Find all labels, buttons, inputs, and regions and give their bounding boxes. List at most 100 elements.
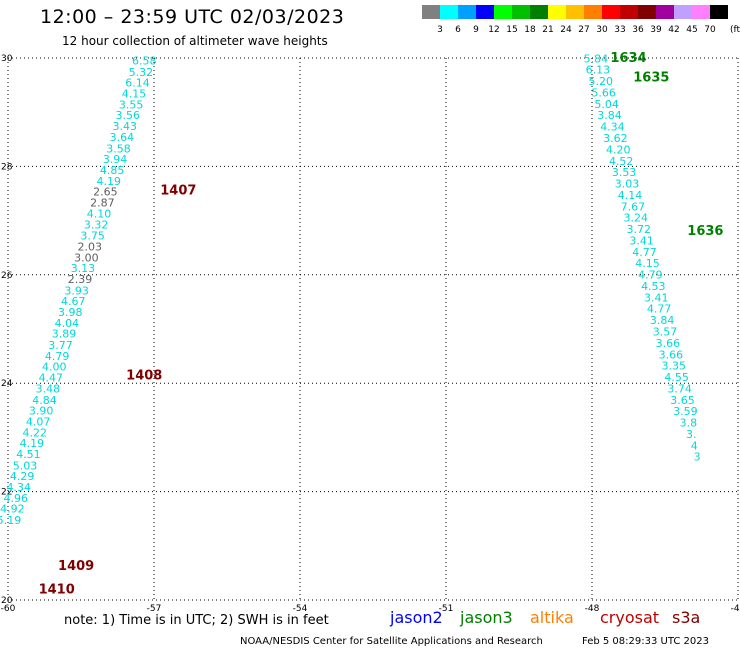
wave-height-value: 3.89 — [52, 328, 77, 341]
wave-height-value: 3.43 — [113, 120, 138, 133]
wave-height-value: 3.74 — [667, 382, 692, 395]
scale-label: 18 — [524, 25, 536, 35]
satellite-pass: 6.585.326.144.153.553.563.433.643.583.94… — [0, 55, 196, 598]
wave-height-value: 4.47 — [39, 372, 64, 385]
lon-tick-label: -45 — [731, 604, 740, 614]
wave-height-value: 3.66 — [659, 348, 684, 361]
color-swatch — [476, 5, 494, 19]
color-swatch — [602, 5, 620, 19]
wave-height-value: 3.56 — [115, 109, 140, 122]
color-swatch — [656, 5, 674, 19]
scale-label: 24 — [560, 25, 572, 35]
scale-unit-label: (ft) — [730, 25, 740, 35]
wave-height-value: 5.32 — [129, 66, 154, 79]
wave-height-value: 4.79 — [45, 350, 70, 363]
wave-height-value: 3.41 — [644, 291, 669, 304]
wave-height-value: 4.67 — [61, 295, 86, 308]
wave-height-value: 3.64 — [110, 131, 135, 144]
wave-height-value: 5.20 — [589, 75, 614, 88]
wave-height-value: 3.32 — [84, 219, 109, 232]
scale-label: 9 — [473, 25, 479, 35]
lat-tick-label: 22 — [1, 488, 12, 498]
color-swatch — [620, 5, 638, 19]
wave-height-value: 4.15 — [122, 88, 147, 101]
scale-label: 30 — [596, 25, 608, 35]
satellite-label-altika: altika — [530, 608, 574, 627]
wave-height-value: 4.52 — [609, 155, 634, 168]
pass-time-label: 1407 — [160, 184, 196, 199]
wave-height-value: 4.55 — [664, 371, 689, 384]
map-title: 12:00 – 23:59 UTC 02/03/2023 — [40, 6, 345, 28]
wave-height-value: 3.98 — [58, 306, 83, 319]
wave-height-value: 7.67 — [621, 200, 646, 213]
wave-height-value: 3.55 — [119, 98, 144, 111]
wave-height-value: 4.04 — [55, 317, 80, 330]
scale-label: 6 — [455, 25, 461, 35]
wave-height-value: 4.19 — [96, 175, 121, 188]
wave-height-value: 3. — [686, 428, 697, 441]
wave-height-value: 6.58 — [132, 55, 157, 68]
wave-height-value: 5.84 — [584, 52, 609, 65]
wave-height-value: 3.93 — [64, 284, 89, 297]
wave-height-value: 3.77 — [48, 339, 73, 352]
scale-label: 39 — [650, 25, 662, 35]
wave-height-value: 3.35 — [662, 360, 687, 373]
wave-height-value: 4.84 — [32, 394, 57, 407]
lat-tick-label: 30 — [1, 54, 13, 64]
wave-height-value: 4 — [691, 439, 698, 452]
color-swatch — [710, 5, 728, 19]
wave-height-value: 3.65 — [670, 394, 695, 407]
wave-height-value: 5.04 — [594, 98, 619, 111]
wave-height-value: 4.34 — [6, 481, 31, 494]
wave-height-value: 3.94 — [103, 153, 128, 166]
wave-height-value: 5.66 — [591, 86, 616, 99]
satellite-label-cryosat: cryosat — [600, 608, 660, 627]
scale-label: 3 — [437, 25, 443, 35]
color-swatch — [530, 5, 548, 19]
scale-label: 12 — [488, 25, 500, 35]
lon-tick-label: -54 — [293, 604, 308, 614]
color-swatch — [548, 5, 566, 19]
wave-height-value: 3 — [694, 451, 701, 464]
wave-height-value: 4.92 — [0, 503, 25, 516]
color-swatch — [422, 5, 440, 19]
lat-tick-label: 24 — [1, 379, 13, 389]
wave-height-value: 4.77 — [632, 246, 657, 259]
color-swatch — [494, 5, 512, 19]
pass-time-label: 1635 — [633, 70, 669, 85]
satellite-label-s3a: s3a — [672, 608, 701, 627]
credit-line: NOAA/NESDIS Center for Satellite Applica… — [240, 636, 543, 647]
wave-height-value: 5.03 — [13, 459, 38, 472]
generation-timestamp: Feb 5 08:29:33 UTC 2023 — [582, 636, 709, 647]
wave-height-value: 4.34 — [600, 121, 625, 134]
wave-height-value: 3.53 — [612, 166, 637, 179]
scale-label: 42 — [668, 25, 680, 35]
wave-height-value: 3.00 — [74, 251, 99, 264]
wave-height-value: 2.39 — [68, 273, 93, 286]
scale-label: 33 — [614, 25, 626, 35]
wave-height-value: 3.90 — [29, 405, 54, 418]
wave-height-value: 3.8 — [680, 417, 698, 430]
scale-label: 27 — [578, 25, 590, 35]
wave-height-value: 4.51 — [16, 448, 41, 461]
wave-height-value: 3.59 — [673, 405, 698, 418]
color-swatch — [584, 5, 602, 19]
pass-time-label: 1409 — [58, 559, 94, 574]
map-subtitle: 12 hour collection of altimeter wave hei… — [62, 34, 328, 48]
wave-height-value: 4.96 — [4, 492, 29, 505]
wave-height-value: 3.57 — [653, 326, 678, 339]
wave-height-value: 2.87 — [90, 197, 115, 210]
wave-height-value: 3.75 — [80, 230, 105, 243]
lat-tick-label: 26 — [1, 271, 13, 281]
wave-height-value: 2.03 — [78, 240, 103, 253]
scale-label: 70 — [704, 25, 716, 35]
pass-time-label: 1636 — [687, 224, 723, 239]
wave-height-value: 4.19 — [20, 437, 45, 450]
wave-height-value: 2.65 — [93, 186, 118, 199]
wave-height-value: 4.15 — [635, 257, 660, 270]
scale-label: 15 — [506, 25, 518, 35]
scale-label: 36 — [632, 25, 644, 35]
satellite-label-jason2: jason2 — [390, 608, 443, 627]
lat-lon-grid — [7, 57, 739, 601]
